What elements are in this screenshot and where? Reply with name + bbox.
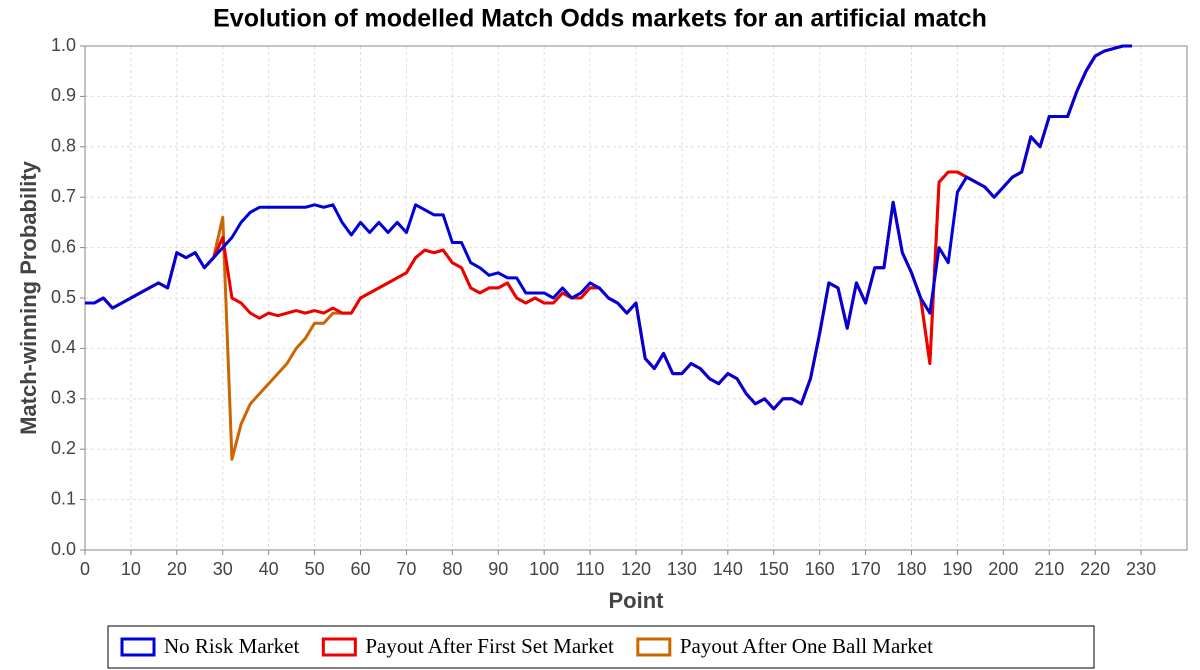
legend-swatch bbox=[120, 637, 156, 657]
y-axis-label: Match-winning Probability bbox=[16, 160, 41, 435]
x-tick-label: 110 bbox=[576, 559, 605, 579]
legend-label: Payout After First Set Market bbox=[365, 634, 614, 658]
x-tick-label: 230 bbox=[1126, 559, 1156, 579]
x-tick-label: 210 bbox=[1034, 559, 1064, 579]
y-tick-label: 0.5 bbox=[51, 287, 76, 307]
plot-frame bbox=[84, 45, 1188, 551]
x-tick-label: 170 bbox=[851, 559, 881, 579]
chart-title: Evolution of modelled Match Odds markets… bbox=[213, 5, 987, 33]
x-tick-label: 120 bbox=[621, 559, 651, 579]
x-tick-label: 220 bbox=[1080, 559, 1110, 579]
y-tick-label: 0.3 bbox=[51, 388, 76, 408]
y-tick-label: 0.0 bbox=[51, 539, 76, 559]
x-tick-label: 80 bbox=[442, 559, 462, 579]
y-tick-label: 0.4 bbox=[51, 337, 76, 357]
y-tick-label: 0.2 bbox=[51, 438, 76, 458]
x-tick-label: 50 bbox=[305, 559, 325, 579]
x-axis-label: Point bbox=[609, 588, 665, 613]
x-tick-label: 130 bbox=[667, 559, 697, 579]
x-tick-label: 60 bbox=[350, 559, 370, 579]
y-tick-label: 0.8 bbox=[51, 136, 76, 156]
series-line bbox=[85, 44, 1132, 411]
x-tick-label: 20 bbox=[167, 559, 187, 579]
legend-label: Payout After One Ball Market bbox=[680, 634, 933, 658]
y-tick-label: 0.6 bbox=[51, 236, 76, 256]
legend-swatch bbox=[321, 637, 357, 657]
y-tick-label: 0.1 bbox=[51, 488, 76, 508]
y-tick-label: 0.9 bbox=[51, 85, 76, 105]
x-tick-label: 90 bbox=[488, 559, 508, 579]
y-tick-label: 0.7 bbox=[51, 186, 76, 206]
x-tick-label: 30 bbox=[213, 559, 233, 579]
x-tick-label: 190 bbox=[942, 559, 972, 579]
y-tick-label: 1.0 bbox=[51, 35, 76, 55]
x-tick-label: 0 bbox=[80, 559, 90, 579]
x-tick-label: 140 bbox=[713, 559, 743, 579]
x-tick-label: 180 bbox=[896, 559, 926, 579]
legend-swatch bbox=[636, 637, 672, 657]
x-tick-label: 200 bbox=[988, 559, 1018, 579]
legend-label: No Risk Market bbox=[164, 634, 299, 658]
x-tick-label: 70 bbox=[396, 559, 416, 579]
x-tick-label: 100 bbox=[529, 559, 559, 579]
legend-box bbox=[107, 625, 1095, 669]
x-tick-label: 10 bbox=[121, 559, 141, 579]
x-tick-label: 40 bbox=[259, 559, 279, 579]
x-tick-label: 150 bbox=[759, 559, 789, 579]
x-tick-label: 160 bbox=[805, 559, 835, 579]
